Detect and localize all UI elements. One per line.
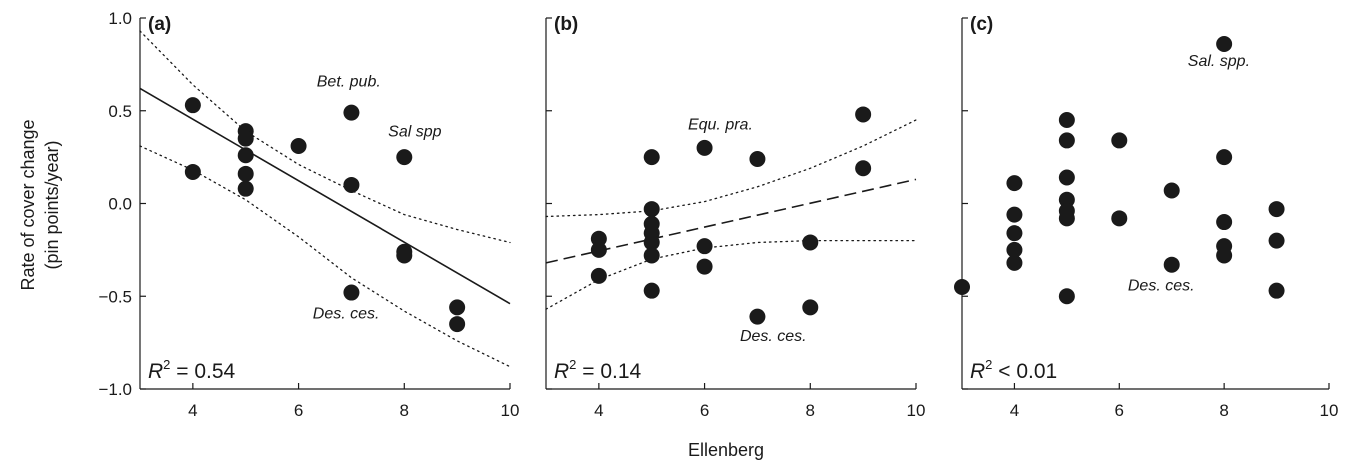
panel-label: (c)	[970, 14, 993, 35]
data-point	[1111, 210, 1128, 227]
species-annotation: Des. ces.	[1128, 278, 1195, 295]
y-axis-title-line2: (pin points/year)	[42, 140, 62, 269]
data-point	[1006, 175, 1023, 192]
data-point	[237, 165, 254, 182]
data-point	[643, 149, 660, 166]
data-point	[1058, 191, 1075, 208]
species-annotation: Des. ces.	[740, 328, 807, 345]
data-point	[1216, 35, 1233, 52]
y-tick-label: 0.5	[108, 102, 132, 121]
data-point	[1268, 201, 1285, 218]
data-point	[1006, 254, 1023, 271]
x-tick-label: 10	[501, 401, 520, 420]
data-point	[696, 139, 713, 156]
data-point	[590, 241, 607, 258]
regression-line	[545, 178, 917, 264]
species-annotation: Bet. pub.	[317, 74, 381, 91]
y-axis-title-line1: Rate of cover change	[18, 119, 38, 290]
data-point	[696, 238, 713, 255]
data-point	[237, 130, 254, 147]
data-point	[749, 308, 766, 325]
data-point	[1268, 282, 1285, 299]
data-point	[1216, 149, 1233, 166]
data-point	[1006, 206, 1023, 223]
data-point	[590, 267, 607, 284]
panel-0: −1.0 −0.5 0.0 0.5 1.0 4 6 8 10 Bet. pub. Sal spp De…	[98, 9, 519, 420]
x-tick-label: 10	[907, 401, 926, 420]
data-point	[343, 104, 360, 121]
species-annotation: Sal spp	[388, 124, 441, 141]
data-point	[802, 234, 819, 251]
data-point	[290, 137, 307, 154]
data-point	[1216, 214, 1233, 231]
y-tick-label: −1.0	[98, 380, 132, 399]
x-tick-label: 8	[806, 401, 815, 420]
x-tick-label: 10	[1320, 401, 1339, 420]
data-point	[749, 150, 766, 167]
data-point	[1163, 182, 1180, 199]
data-point	[696, 258, 713, 275]
data-point	[237, 180, 254, 197]
data-point	[1058, 288, 1075, 305]
data-point	[954, 278, 970, 295]
ci-upper-line	[545, 119, 917, 218]
y-tick-label: −0.5	[98, 287, 132, 306]
data-point	[1058, 210, 1075, 227]
data-point	[643, 234, 660, 251]
data-point	[643, 247, 660, 264]
r-squared-label: R2 = 0.54	[148, 357, 236, 383]
x-tick-label: 8	[400, 401, 409, 420]
ci-lower-line	[545, 239, 917, 310]
panel-label: (b)	[554, 14, 578, 35]
panels: −1.0 −0.5 0.0 0.5 1.0 4 6 8 10 Bet. pub. Sal spp De…	[98, 9, 1338, 420]
r-squared-label: R2 < 0.01	[970, 357, 1057, 383]
data-point	[396, 247, 413, 264]
x-tick-label: 6	[294, 401, 303, 420]
data-point	[590, 230, 607, 247]
x-tick-label: 4	[188, 401, 197, 420]
species-annotation: Des. ces.	[313, 306, 380, 323]
regression-line	[139, 87, 511, 305]
data-point	[343, 176, 360, 193]
data-point	[1058, 169, 1075, 186]
data-point	[1268, 232, 1285, 249]
data-point	[1111, 132, 1128, 149]
data-point	[449, 316, 466, 333]
panel-2: 4 6 8 10 Sal. spp. Des. ces. (c) R2 < 0.01	[954, 14, 1338, 420]
x-axis-title: Ellenberg	[688, 440, 764, 460]
ci-upper-line	[139, 30, 511, 244]
species-annotation: Equ. pra.	[688, 116, 753, 133]
x-tick-label: 6	[700, 401, 709, 420]
r-squared-label: R2 = 0.14	[554, 357, 642, 383]
data-point	[1058, 112, 1075, 129]
data-point	[396, 149, 413, 166]
data-point	[1006, 225, 1023, 242]
y-tick-label: 0.0	[108, 195, 132, 214]
x-tick-label: 4	[594, 401, 603, 420]
data-point	[1163, 256, 1180, 273]
ci-lower-line	[139, 145, 511, 368]
panel-label: (a)	[148, 14, 171, 35]
panel-1: 4 6 8 10 Equ. pra. Des. ces. (b) R2 = 0.14	[545, 14, 926, 420]
data-point	[643, 201, 660, 218]
species-annotation: Sal. spp.	[1188, 53, 1250, 70]
x-tick-label: 6	[1115, 401, 1124, 420]
data-point	[449, 299, 466, 316]
x-tick-label: 8	[1219, 401, 1228, 420]
data-point	[184, 163, 201, 180]
data-point	[1058, 132, 1075, 149]
data-point	[643, 282, 660, 299]
x-tick-label: 4	[1010, 401, 1019, 420]
data-point	[1006, 241, 1023, 258]
data-point	[237, 147, 254, 164]
data-point	[802, 299, 819, 316]
data-point	[1216, 247, 1233, 264]
data-point	[184, 97, 201, 114]
data-point	[343, 284, 360, 301]
data-point	[855, 106, 872, 123]
data-point	[855, 160, 872, 177]
y-tick-label: 1.0	[108, 9, 132, 28]
